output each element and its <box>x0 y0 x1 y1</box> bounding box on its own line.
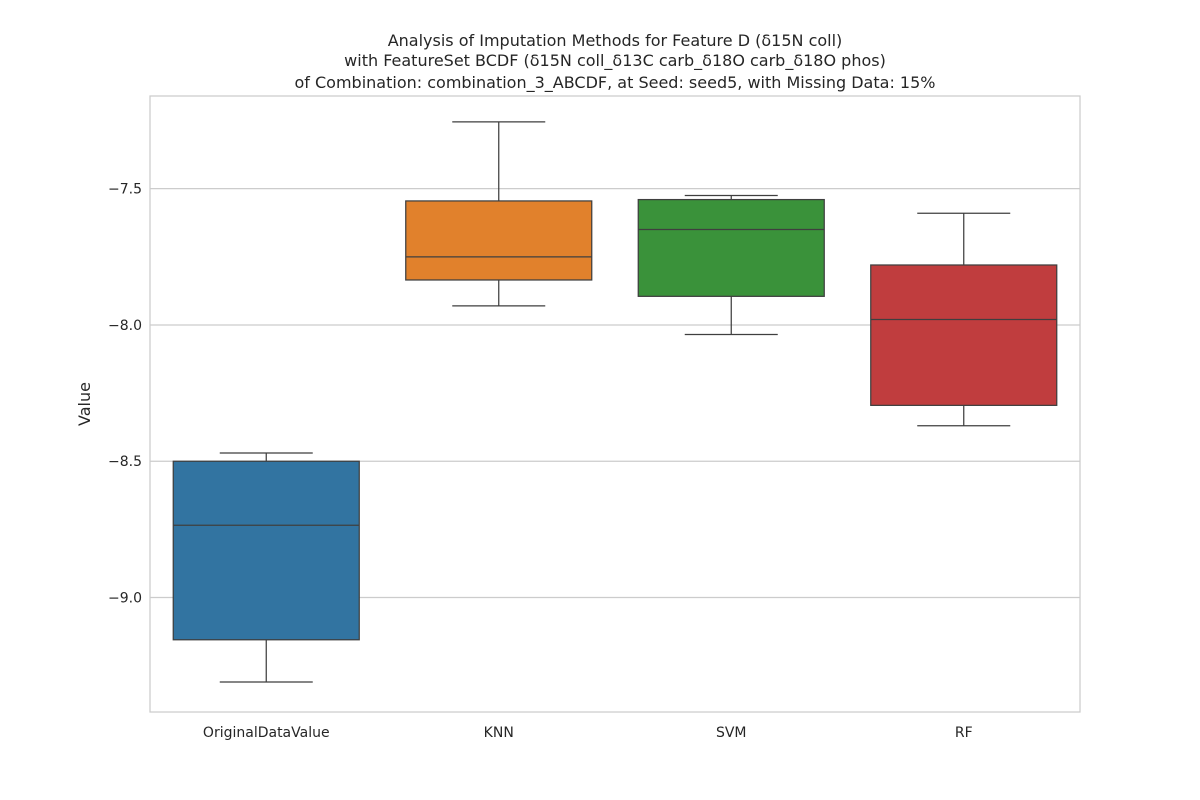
chart-title: Analysis of Imputation Methods for Featu… <box>295 31 936 93</box>
chart-title-line-3: of Combination: combination_3_ABCDF, at … <box>295 73 936 93</box>
box-rf <box>870 212 1058 427</box>
x-tick-label: SVM <box>716 725 747 741</box>
y-tick-label: −8.5 <box>108 454 142 470</box>
y-tick-label: −7.5 <box>108 182 142 198</box>
box-originaldatavalue <box>172 452 360 683</box>
y-axis-ticks: −9.0 −8.5 −8.0 −7.5 <box>108 182 142 607</box>
boxes <box>172 121 1058 683</box>
x-tick-label: OriginalDataValue <box>203 725 330 741</box>
y-tick-label: −9.0 <box>108 591 142 607</box>
chart-title-line-1: Analysis of Imputation Methods for Featu… <box>388 31 843 50</box>
iqr-box <box>405 200 593 281</box>
x-tick-label: KNN <box>484 725 514 741</box>
x-tick-label: RF <box>955 725 973 741</box>
x-axis-ticks: OriginalDataValue KNN SVM RF <box>203 725 973 741</box>
y-axis-label: Value <box>75 382 94 426</box>
iqr-box <box>172 460 360 641</box>
box-knn <box>405 121 593 307</box>
iqr-box <box>870 264 1058 406</box>
box-svm <box>637 194 825 336</box>
plot-area-frame <box>149 95 1081 713</box>
chart-title-line-2: with FeatureSet BCDF (δ15N coll_δ13C car… <box>344 51 886 71</box>
iqr-box <box>637 198 825 297</box>
y-tick-label: −8.0 <box>108 318 142 334</box>
